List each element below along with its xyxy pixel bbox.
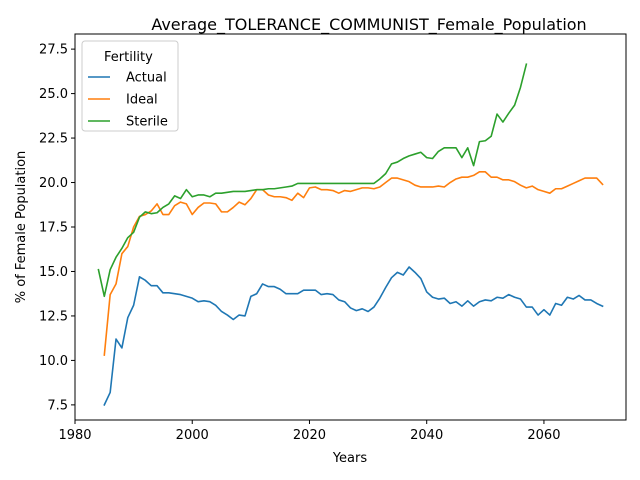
chart-title: Average_TOLERANCE_COMMUNIST_Female_Popul… xyxy=(151,15,586,35)
y-tick-label: 7.5 xyxy=(47,398,68,413)
x-tick-label: 2000 xyxy=(176,428,209,443)
y-tick-label: 20.0 xyxy=(39,176,68,191)
series-layer xyxy=(97,63,604,406)
series-line-sterile xyxy=(97,63,528,298)
series-line-actual xyxy=(103,266,604,406)
x-tick-label: 2060 xyxy=(527,428,560,443)
y-tick-label: 25.0 xyxy=(39,87,68,102)
x-tick-label: 2040 xyxy=(410,428,443,443)
legend-label-sterile: Sterile xyxy=(126,115,168,130)
y-axis-label: % of Female Population xyxy=(14,151,29,304)
y-tick-label: 15.0 xyxy=(39,265,68,280)
y-tick-label: 12.5 xyxy=(39,309,68,324)
series-line-ideal xyxy=(103,171,604,356)
y-tick-label: 22.5 xyxy=(39,132,68,147)
plot-area: 1980 2000 2020 2040 2060 7.5 10.0 12.5 15.0 17.5… xyxy=(39,33,627,443)
x-tick-label: 1980 xyxy=(58,428,91,443)
legend-box xyxy=(81,40,179,132)
legend-title: Fertility xyxy=(104,50,153,65)
y-tick-label: 10.0 xyxy=(39,354,68,369)
legend-label-ideal: Ideal xyxy=(126,93,158,108)
y-axis: 7.5 10.0 12.5 15.0 17.5 20.0 22.5 25.0 27.5 xyxy=(39,43,75,413)
x-axis: 1980 2000 2020 2040 2060 xyxy=(58,420,560,443)
y-tick-label: 17.5 xyxy=(39,221,68,236)
x-axis-label: Years xyxy=(332,451,368,466)
legend-entries: Actual Ideal Sterile xyxy=(88,71,168,130)
legend-label-actual: Actual xyxy=(126,71,167,86)
x-tick-label: 2020 xyxy=(293,428,326,443)
y-tick-label: 27.5 xyxy=(39,43,68,58)
legend: Fertility Actual Ideal Sterile xyxy=(81,40,179,132)
